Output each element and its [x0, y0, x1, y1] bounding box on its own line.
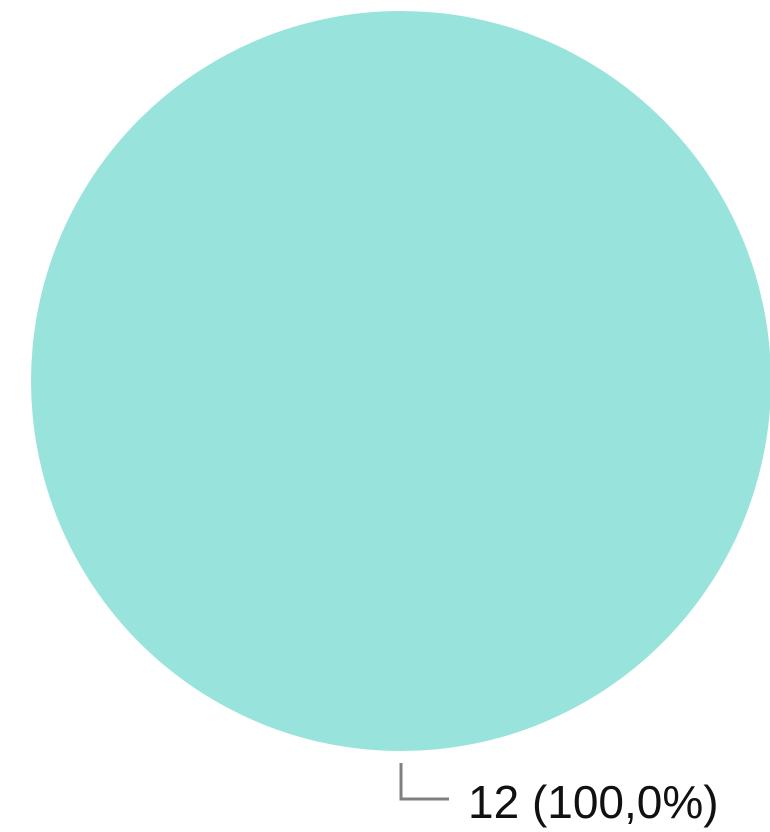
pie-labels: 12 (100,0%) — [399, 763, 719, 828]
slice-data-label-0: 12 (100,0%) — [468, 776, 719, 828]
pie-slice-0 — [31, 11, 770, 751]
slice-leader-line-0 — [399, 763, 449, 801]
pie-slices — [31, 11, 770, 751]
